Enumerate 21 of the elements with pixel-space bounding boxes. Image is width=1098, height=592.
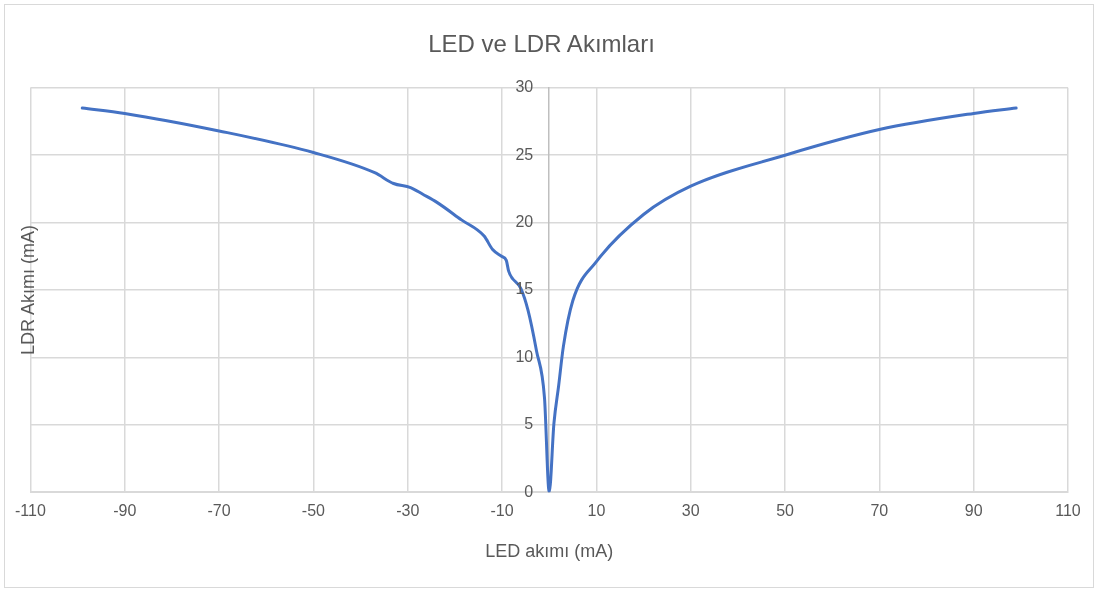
- x-tick-label: -50: [301, 502, 326, 520]
- x-tick-label: 90: [964, 502, 983, 520]
- x-tick-label: 10: [587, 502, 606, 520]
- x-tick-label: -30: [396, 502, 420, 520]
- x-axis-title: LED akımı (mA): [485, 541, 614, 562]
- y-tick-label: 10: [515, 347, 534, 365]
- x-tick-label: 110: [1055, 502, 1081, 520]
- y-tick-label: 5: [524, 415, 534, 433]
- y-tick-label: 30: [515, 78, 534, 96]
- x-tick-label: 30: [681, 502, 700, 520]
- y-tick-label: 20: [515, 213, 534, 231]
- x-tick-label: -10: [490, 502, 514, 520]
- y-axis-title: LDR Akımı (mA): [17, 224, 38, 356]
- x-tick-label: -110: [15, 502, 46, 520]
- chart-title: LED ve LDR Akımları: [428, 30, 655, 58]
- x-tick-label: 70: [870, 502, 889, 520]
- x-tick-label: -70: [207, 502, 231, 520]
- x-tick-label: 50: [776, 502, 795, 520]
- y-tick-label: 25: [515, 145, 534, 163]
- x-tick-label: -90: [113, 502, 137, 520]
- y-tick-label: 0: [524, 482, 534, 500]
